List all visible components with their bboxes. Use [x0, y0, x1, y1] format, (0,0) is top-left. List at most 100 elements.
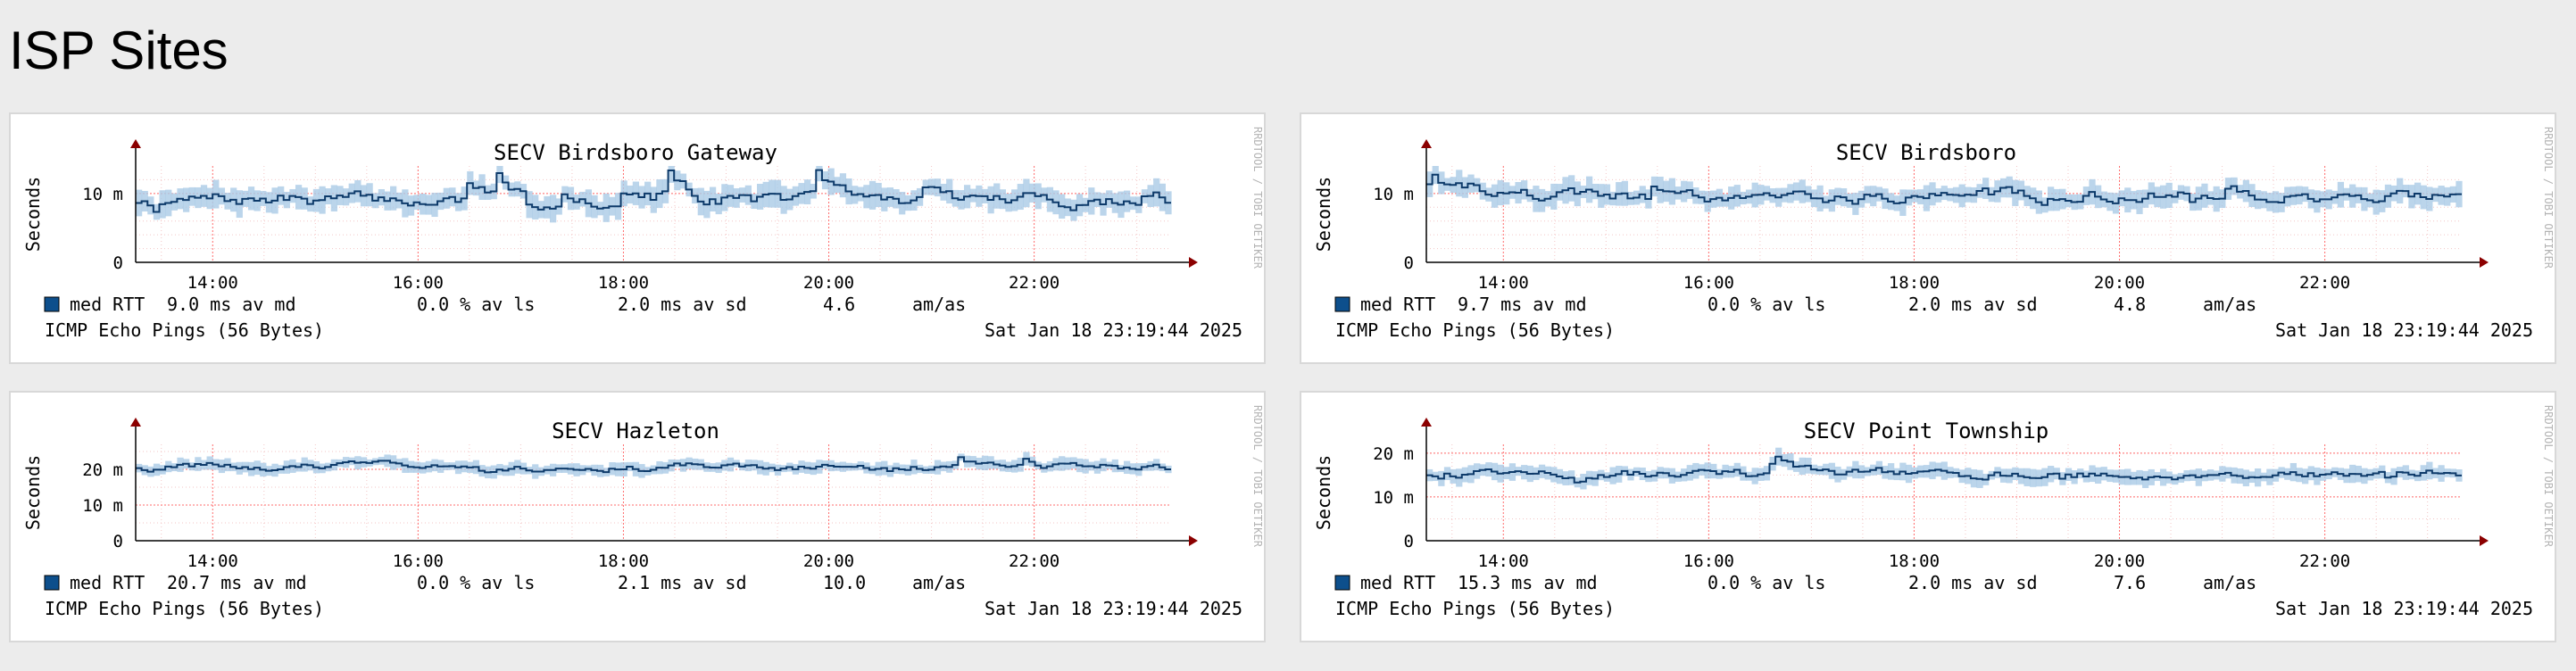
x-axis-arrow	[1189, 257, 1198, 268]
legend-swatch	[44, 575, 60, 591]
chart-panel-hazleton[interactable]: 0 10 m 20 m 14:00 16:00 18:00 20:00 22:00 SECV H…	[9, 391, 1266, 642]
legend-stat: 0.0 % av ls	[1708, 294, 1825, 315]
footer-timestamp: Sat Jan 18 23:19:44 2025	[985, 598, 1242, 619]
y-axis-arrow	[130, 418, 141, 427]
legend-series-name: med RTT	[70, 294, 145, 315]
x-tick-label: 16:00	[393, 273, 444, 293]
footer-probe-label: ICMP Echo Pings (56 Bytes)	[1335, 319, 1615, 341]
chart-svg: 0 10 m 20 m 14:00 16:00 18:00 20:00 22:00 SECV H…	[22, 405, 1264, 619]
chart-svg: 0 10 m 20 m 14:00 16:00 18:00 20:00 22:00 SECV P…	[1313, 405, 2555, 619]
legend-swatch	[1334, 296, 1350, 312]
footer-timestamp: Sat Jan 18 23:19:44 2025	[985, 319, 1242, 341]
y-axis-label: Seconds	[1313, 177, 1334, 252]
x-tick-label: 18:00	[1889, 551, 1940, 571]
legend-stat: 9.7 ms av md	[1458, 294, 1587, 315]
y-tick-label: 0	[1404, 532, 1414, 551]
median-line	[136, 169, 1171, 213]
y-axis-arrow	[130, 139, 141, 148]
x-tick-label: 20:00	[803, 273, 854, 293]
x-tick-label: 14:00	[187, 551, 238, 571]
watermark: RRDTOOL / TOBI OETIKER	[1251, 405, 1264, 548]
legend-series-name: med RTT	[1360, 294, 1435, 315]
y-axis-label: Seconds	[1313, 455, 1334, 530]
chart-title: SECV Birdsboro	[1836, 140, 2016, 165]
x-tick-label: 22:00	[2299, 551, 2350, 571]
median-line	[136, 456, 1171, 474]
footer-probe-label: ICMP Echo Pings (56 Bytes)	[45, 598, 324, 619]
watermark: RRDTOOL / TOBI OETIKER	[2542, 405, 2555, 548]
x-tick-label: 18:00	[1889, 273, 1940, 293]
deviation-band	[496, 166, 503, 184]
plot-area	[136, 166, 1171, 262]
page-title: ISP Sites	[9, 21, 229, 80]
x-tick-label: 18:00	[598, 273, 649, 293]
x-tick-label: 20:00	[2094, 551, 2145, 571]
plot-area	[1426, 444, 2462, 541]
chart-svg: 0 10 m 14:00 16:00 18:00 20:00 22:00 SECV Birds…	[1313, 127, 2555, 341]
y-tick-label: 0	[113, 532, 123, 551]
x-tick-label: 14:00	[1478, 551, 1529, 571]
chart-panel-birdsboro[interactable]: 0 10 m 14:00 16:00 18:00 20:00 22:00 SECV Birds…	[1300, 112, 2556, 364]
legend-stat: 2.0 ms av sd	[618, 294, 747, 315]
x-tick-label: 16:00	[1683, 551, 1734, 571]
chart-panel-birdsboro-gateway[interactable]: 0 10 m 14:00 16:00 18:00 20:00 22:00 SECV Birds…	[9, 112, 1266, 364]
legend-stat: 4.6	[823, 294, 855, 315]
legend-stat: 0.0 % av ls	[417, 572, 535, 593]
y-tick-label: 10 m	[1373, 185, 1414, 204]
series-med-rtt	[136, 166, 1172, 223]
legend-stat: 10.0	[823, 572, 866, 593]
plot-area	[136, 444, 1171, 541]
legend-swatch	[44, 296, 60, 312]
legend-stat: 9.0 ms av md	[167, 294, 296, 315]
legend-stat: 2.0 ms av sd	[1908, 294, 2038, 315]
footer-probe-label: ICMP Echo Pings (56 Bytes)	[1335, 598, 1615, 619]
legend-stat: 20.7 ms av md	[167, 572, 307, 593]
x-axis-arrow	[1189, 535, 1198, 546]
legend-stat: am/as	[2203, 294, 2256, 315]
watermark: RRDTOOL / TOBI OETIKER	[1251, 127, 1264, 269]
x-tick-label: 18:00	[598, 551, 649, 571]
deviation-band	[816, 166, 823, 182]
x-tick-label: 22:00	[1009, 273, 1059, 293]
median-line	[1426, 455, 2462, 484]
legend-series-name: med RTT	[70, 572, 145, 593]
y-axis-label: Seconds	[22, 455, 44, 530]
chart-title: SECV Birdsboro Gateway	[494, 140, 777, 165]
y-tick-label: 0	[113, 253, 123, 273]
x-tick-label: 14:00	[1478, 273, 1529, 293]
y-tick-label: 10 m	[82, 496, 123, 516]
footer-timestamp: Sat Jan 18 23:19:44 2025	[2275, 598, 2533, 619]
x-axis-arrow	[2480, 257, 2489, 268]
x-tick-label: 16:00	[393, 551, 444, 571]
x-tick-label: 20:00	[2094, 273, 2145, 293]
y-tick-label: 10 m	[1373, 488, 1414, 508]
y-axis-label: Seconds	[22, 177, 44, 252]
x-axis-arrow	[2480, 535, 2489, 546]
legend-series-name: med RTT	[1360, 572, 1435, 593]
footer-timestamp: Sat Jan 18 23:19:44 2025	[2275, 319, 2533, 341]
legend-stat: 2.1 ms av sd	[618, 572, 747, 593]
legend-stat: 7.6	[2114, 572, 2146, 593]
chart-title: SECV Point Township	[1804, 418, 2049, 443]
y-tick-label: 20 m	[82, 460, 123, 480]
chart-panel-point-township[interactable]: 0 10 m 20 m 14:00 16:00 18:00 20:00 22:00 SECV P…	[1300, 391, 2556, 642]
y-axis-arrow	[1421, 139, 1432, 148]
series-med-rtt	[1426, 166, 2463, 216]
y-tick-label: 0	[1404, 253, 1414, 273]
x-tick-label: 20:00	[803, 551, 854, 571]
y-tick-label: 20 m	[1373, 444, 1414, 464]
x-tick-label: 14:00	[187, 273, 238, 293]
footer-probe-label: ICMP Echo Pings (56 Bytes)	[45, 319, 324, 341]
legend-stat: am/as	[912, 294, 966, 315]
chart-title: SECV Hazleton	[552, 418, 719, 443]
plot-area	[1426, 166, 2462, 262]
legend-swatch	[1334, 575, 1350, 591]
legend-stat: am/as	[912, 572, 966, 593]
legend-stat: 2.0 ms av sd	[1908, 572, 2038, 593]
deviation-band	[668, 166, 675, 183]
series-med-rtt	[1426, 447, 2463, 490]
legend-stat: 0.0 % av ls	[417, 294, 535, 315]
legend-stat: 0.0 % av ls	[1708, 572, 1825, 593]
median-line	[1426, 173, 2462, 206]
series-med-rtt	[136, 451, 1172, 479]
